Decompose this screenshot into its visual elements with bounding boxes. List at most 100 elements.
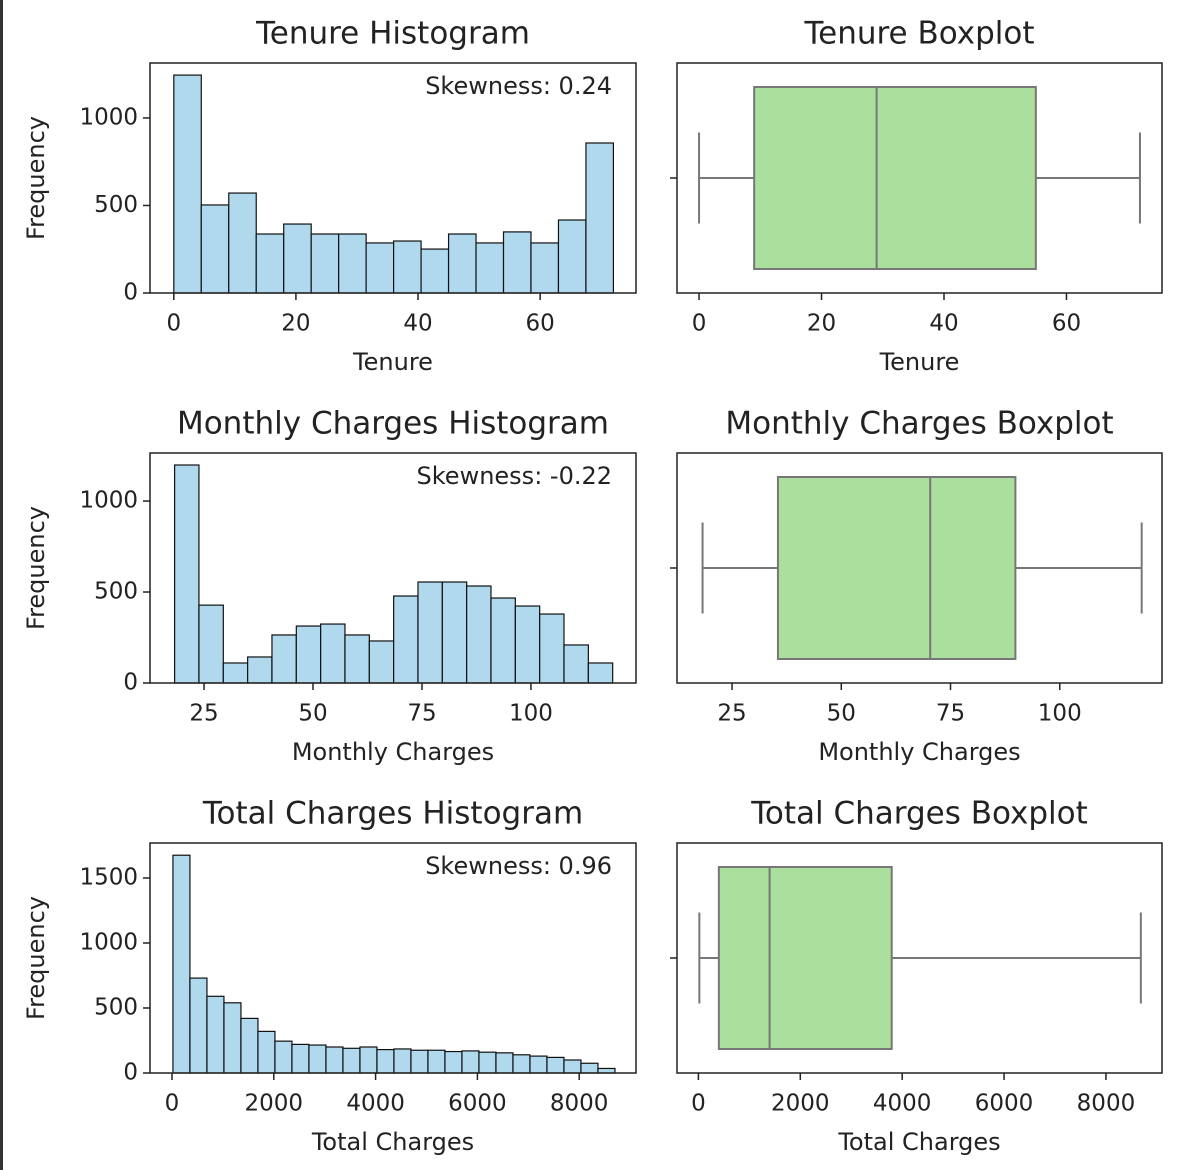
x-tick-label: 50 — [298, 701, 327, 727]
axes-frame — [676, 62, 1163, 294]
histogram-bar — [466, 585, 492, 684]
x-tick-label: 40 — [929, 311, 958, 337]
histogram-bar — [478, 1051, 497, 1074]
annotation: Skewness: 0.24 — [425, 72, 612, 100]
subplot-title: Tenure Histogram — [255, 16, 530, 52]
histogram-bar — [585, 142, 615, 294]
histogram-bar — [198, 604, 224, 684]
histogram-bar — [173, 74, 202, 294]
histogram-bar — [247, 656, 273, 684]
y-tick-label: 500 — [94, 994, 138, 1020]
histogram-bar — [546, 1056, 565, 1074]
histogram-bar — [512, 1054, 531, 1074]
histogram-bar — [475, 242, 505, 294]
histogram-bar — [257, 1030, 276, 1074]
x-axis-label: Monthly Charges — [292, 738, 494, 766]
y-tick-label: 0 — [123, 670, 138, 696]
histogram-bar — [295, 625, 322, 684]
histogram-bar — [444, 1050, 463, 1074]
histogram-bar — [274, 1040, 293, 1074]
histogram-bar — [502, 231, 532, 294]
histogram-bar — [539, 613, 565, 684]
x-axis-label: Monthly Charges — [818, 738, 1020, 766]
histogram-bar — [441, 581, 468, 684]
histogram-bar — [172, 854, 191, 1074]
x-tick-label: 4000 — [346, 1091, 405, 1117]
x-tick-label: 25 — [717, 701, 746, 727]
histogram-bar — [338, 233, 367, 294]
histogram-bar — [291, 1043, 310, 1074]
histogram-bar — [359, 1046, 378, 1074]
histogram-bar — [427, 1049, 446, 1074]
y-axis-label: Frequency — [22, 896, 50, 1020]
x-tick-label: 0 — [691, 1091, 706, 1117]
histogram-bar — [461, 1050, 480, 1074]
histogram-bar — [325, 1046, 344, 1074]
histogram-bar — [368, 640, 395, 684]
x-tick-label: 0 — [166, 311, 181, 337]
histogram-bar — [240, 1017, 259, 1074]
histogram-bar — [189, 977, 208, 1074]
histogram-bar — [420, 248, 450, 294]
histogram-bar — [410, 1049, 429, 1074]
axes-frame — [149, 62, 637, 294]
histogram-bar — [200, 204, 230, 294]
histogram-bar — [417, 581, 443, 684]
histogram-bar — [490, 597, 516, 684]
histogram-bar — [174, 464, 200, 684]
x-axis-label: Tenure — [879, 348, 960, 376]
annotation: Skewness: 0.96 — [425, 852, 612, 880]
axes-frame — [676, 842, 1163, 1074]
histogram-bar — [514, 605, 541, 684]
x-tick-label: 20 — [281, 311, 310, 337]
histogram-bar — [365, 242, 395, 294]
subplot-title: Total Charges Histogram — [202, 796, 583, 832]
histogram-bar — [342, 1047, 361, 1074]
x-tick-label: 2000 — [771, 1091, 830, 1117]
x-axis-label: Total Charges — [837, 1128, 1000, 1156]
histogram-bar — [495, 1052, 514, 1074]
x-tick-label: 20 — [807, 311, 836, 337]
histogram-bar — [580, 1062, 599, 1074]
x-tick-label: 60 — [526, 311, 555, 337]
histogram-bar — [557, 219, 587, 294]
histogram-bar — [529, 1055, 548, 1074]
x-tick-label: 100 — [1038, 701, 1082, 727]
x-tick-label: 8000 — [1077, 1091, 1136, 1117]
histogram-bar — [530, 242, 560, 294]
histogram-bar — [563, 1059, 582, 1074]
histogram-bar — [223, 1002, 242, 1074]
histogram-bar — [271, 634, 297, 684]
y-tick-label: 1000 — [79, 104, 138, 130]
x-tick-label: 6000 — [448, 1091, 507, 1117]
y-axis-label: Frequency — [22, 506, 50, 630]
y-tick-label: 1000 — [79, 488, 138, 514]
y-tick-label: 500 — [94, 192, 138, 218]
subplot-title: Monthly Charges Boxplot — [725, 406, 1113, 442]
axes-frame — [676, 452, 1163, 684]
x-tick-label: 75 — [407, 701, 436, 727]
subplot-title: Tenure Boxplot — [803, 16, 1034, 52]
annotation: Skewness: -0.22 — [417, 462, 612, 490]
histogram-bar — [283, 223, 312, 294]
x-tick-label: 75 — [936, 701, 965, 727]
x-tick-label: 2000 — [245, 1091, 304, 1117]
box — [776, 476, 1017, 660]
x-tick-label: 100 — [509, 701, 553, 727]
histogram-bar — [344, 634, 370, 684]
x-tick-label: 40 — [403, 311, 432, 337]
box — [753, 86, 1037, 270]
subplot-title: Total Charges Boxplot — [750, 796, 1088, 832]
histogram-bar — [308, 1044, 327, 1074]
histogram-bar — [320, 623, 346, 684]
x-tick-label: 50 — [827, 701, 856, 727]
histogram-bar — [255, 233, 285, 294]
y-axis-label: Frequency — [22, 116, 50, 240]
histogram-bar — [310, 233, 340, 294]
x-tick-label: 6000 — [975, 1091, 1034, 1117]
histogram-bar — [376, 1048, 395, 1074]
histogram-bar — [563, 644, 589, 684]
box — [717, 866, 893, 1050]
histogram-bar — [228, 192, 257, 294]
